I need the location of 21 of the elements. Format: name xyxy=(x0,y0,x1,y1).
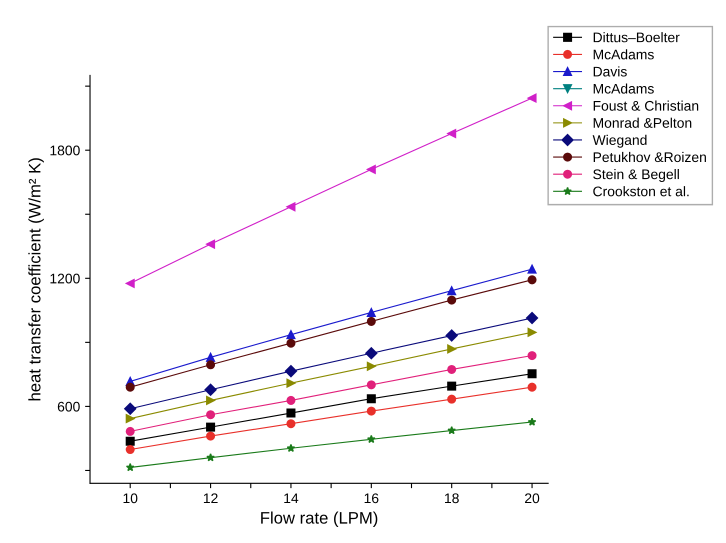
legend-label: Stein & Begell xyxy=(593,169,679,182)
legend-label: Crookston et al. xyxy=(593,186,689,196)
legend-label: Davis xyxy=(594,66,627,77)
legend-label: Petukhov &Roizen xyxy=(594,152,706,162)
y-tick-label: 1200 xyxy=(50,274,80,284)
legend-label: Wiegand xyxy=(592,134,646,148)
x-tick-label: 16 xyxy=(364,493,378,504)
x-tick-label: 12 xyxy=(204,493,218,504)
x-tick-label: 18 xyxy=(445,493,459,504)
legend-label: McAdams xyxy=(594,49,654,60)
x-tick-label: 20 xyxy=(525,493,540,504)
legend-label: McAdams xyxy=(594,83,654,94)
x-tick-label: 14 xyxy=(284,494,298,504)
legend-label: Monrad &Pelton xyxy=(594,118,692,128)
legend-label: Dittus–Boelter xyxy=(594,32,680,42)
x-tick-label: 10 xyxy=(124,493,138,504)
y-axis-title: heat transfer coefficient (W/m² K) xyxy=(28,158,44,400)
y-tick-label: 600 xyxy=(58,402,80,412)
x-axis-title: Flow rate (LPM) xyxy=(261,511,378,528)
legend-label: Foust & Christian xyxy=(594,100,698,111)
y-tick-label: 1800 xyxy=(50,146,80,156)
